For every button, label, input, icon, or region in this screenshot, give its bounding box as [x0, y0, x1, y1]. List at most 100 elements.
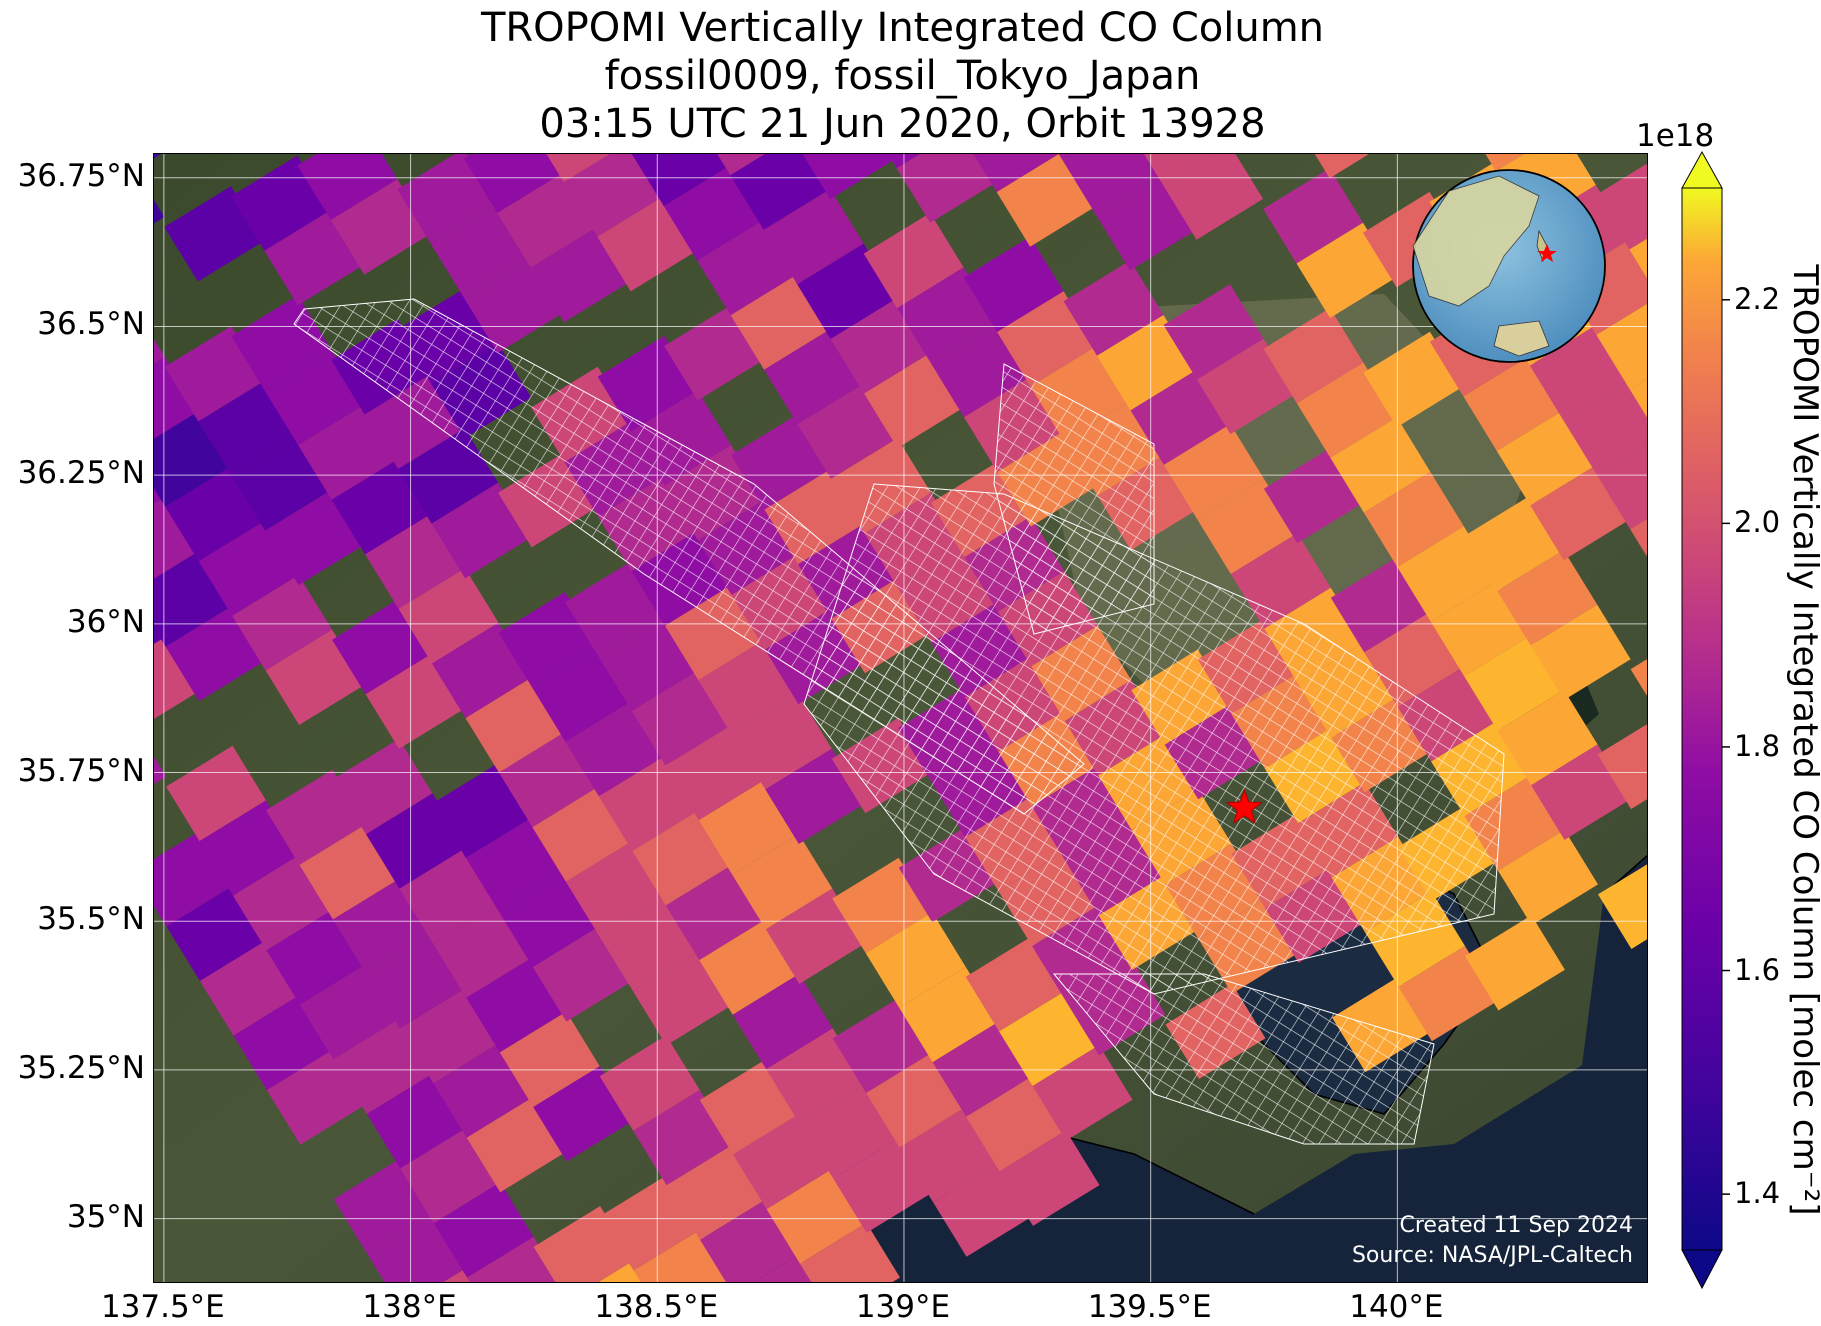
co-pixel — [366, 933, 467, 1029]
colorbar-tick-label: 1.8 — [1734, 728, 1781, 763]
colorbar-scale — [1681, 150, 1730, 1290]
co-pixel — [499, 871, 600, 968]
co-pixel — [366, 793, 466, 889]
co-pixel — [1163, 424, 1264, 520]
longitude-tick-label: 139.5°E — [1087, 1289, 1212, 1325]
co-pixel — [1485, 154, 1525, 172]
co-pixel — [154, 154, 162, 159]
co-pixel — [398, 568, 499, 664]
co-pixel — [1197, 338, 1297, 435]
co-pixel — [154, 356, 199, 439]
mesh-block-north — [993, 363, 1155, 635]
co-pixel — [265, 489, 366, 586]
co-pixel — [1630, 518, 1647, 557]
co-pixel — [730, 154, 831, 230]
globe-asia-landmass — [1412, 175, 1540, 307]
co-pixel — [1163, 154, 1264, 240]
title-line-1: TROPOMI Vertically Integrated CO Column — [480, 5, 1325, 51]
co-pixel — [532, 646, 632, 742]
colorbar-tick-label: 1.4 — [1734, 1176, 1781, 1211]
co-pixel — [154, 756, 167, 785]
co-pixel — [299, 824, 400, 920]
co-pixel — [864, 352, 964, 449]
longitude-tick-label: 139°E — [855, 1289, 951, 1325]
co-pixel — [332, 598, 432, 695]
co-pixel — [264, 349, 365, 446]
co-pixel — [1463, 355, 1564, 451]
colorbar-label: TROPOMI Vertically Integrated CO Column … — [1785, 264, 1821, 1216]
title-line-2: fossil0009, fossil_Tokyo_Japan — [604, 53, 1201, 99]
co-pixel — [154, 339, 165, 364]
co-pixel — [899, 1106, 1000, 1203]
co-pixel — [154, 496, 199, 579]
co-pixel — [797, 383, 898, 479]
co-pixel — [896, 154, 997, 223]
co-pixel — [432, 902, 533, 998]
colorbar-exponent: 1e18 — [1636, 118, 1715, 154]
co-pixel — [699, 1059, 800, 1155]
co-pixel — [797, 243, 898, 339]
co-pixel — [631, 154, 731, 207]
latitude-tick-label: 36.25°N — [17, 455, 145, 492]
co-pixel — [832, 997, 933, 1093]
co-pixel — [1597, 724, 1647, 810]
co-pixel — [1464, 635, 1565, 731]
mesh-strip-south — [1052, 973, 1435, 1145]
co-pixel — [1330, 557, 1431, 653]
co-pixel — [330, 179, 431, 275]
co-pixel — [632, 950, 733, 1046]
co-pixel — [565, 841, 666, 937]
co-pixel — [930, 322, 1031, 418]
co-pixel — [1463, 495, 1564, 591]
co-pixel — [833, 1137, 933, 1233]
co-pixel — [1596, 444, 1647, 530]
co-pixel — [165, 605, 266, 702]
co-pixel — [1063, 260, 1164, 356]
co-pixel — [766, 1168, 867, 1264]
co-pixel — [154, 199, 165, 224]
co-pixel — [863, 212, 964, 309]
co-pixel — [717, 154, 766, 176]
co-pixel — [1497, 550, 1598, 646]
co-pixel — [1314, 154, 1370, 179]
co-pixel — [973, 154, 1059, 193]
co-pixel — [233, 854, 333, 951]
co-pixel — [1563, 379, 1647, 475]
co-pixel — [433, 1042, 534, 1138]
model-grid-overlays — [293, 298, 1505, 1145]
co-pixel — [1398, 946, 1499, 1042]
co-pixel — [463, 154, 564, 213]
co-pixel — [730, 274, 831, 370]
longitude-tick-label: 137.5°E — [100, 1289, 225, 1325]
co-pixel — [198, 520, 299, 616]
colorbar-tick-label: 1.6 — [1734, 952, 1781, 987]
co-pixel — [464, 257, 565, 353]
co-pixel — [1197, 478, 1298, 574]
co-pixel — [1032, 1045, 1133, 1141]
co-pixel — [732, 834, 833, 930]
co-pixel — [332, 738, 433, 835]
co-pixel — [732, 973, 833, 1070]
globe-locator-inset — [1412, 169, 1606, 363]
co-pixel — [465, 677, 566, 773]
co-pixel — [1397, 526, 1498, 622]
co-pixel — [598, 615, 699, 712]
co-pixel — [996, 154, 1097, 247]
co-pixel — [198, 380, 299, 476]
latitude-tick-label: 35°N — [66, 1198, 145, 1235]
latitude-tick-label: 36.75°N — [17, 157, 145, 194]
co-pixel — [233, 994, 334, 1091]
longitude-tick-label: 138°E — [362, 1289, 457, 1325]
co-pixel — [1263, 308, 1364, 404]
co-pixel — [997, 291, 1097, 387]
co-pixel — [963, 236, 1064, 332]
co-pixel — [1330, 417, 1431, 513]
colorbar-frame — [1681, 187, 1723, 1251]
co-pixel — [1063, 154, 1164, 216]
tokyo-star-marker[interactable] — [1225, 788, 1263, 824]
co-pixel — [331, 459, 432, 555]
co-pixel — [1529, 324, 1630, 421]
co-pixel — [731, 694, 832, 790]
latitude-tick-label: 35.75°N — [17, 752, 145, 789]
co-pixel — [1595, 163, 1647, 250]
